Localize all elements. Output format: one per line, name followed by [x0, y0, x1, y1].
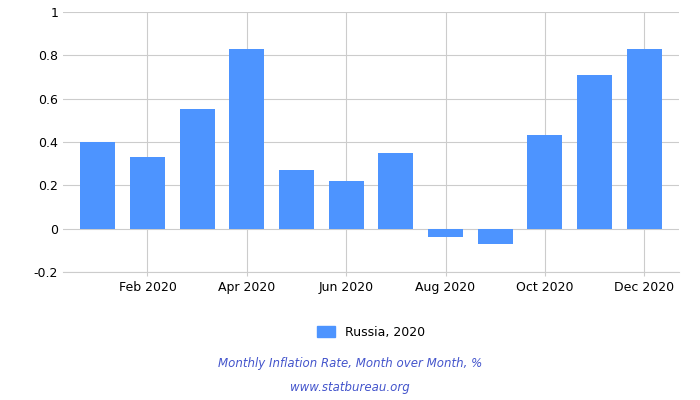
Bar — [379, 153, 413, 229]
Bar — [279, 170, 314, 229]
Bar — [478, 229, 512, 244]
Bar — [329, 181, 363, 229]
Bar — [130, 157, 164, 229]
Bar — [626, 49, 662, 229]
Bar — [230, 49, 264, 229]
Legend: Russia, 2020: Russia, 2020 — [312, 321, 430, 344]
Bar — [80, 142, 116, 229]
Bar — [428, 229, 463, 237]
Bar — [180, 110, 214, 229]
Text: Monthly Inflation Rate, Month over Month, %: Monthly Inflation Rate, Month over Month… — [218, 358, 482, 370]
Text: www.statbureau.org: www.statbureau.org — [290, 382, 410, 394]
Bar — [528, 136, 562, 229]
Bar — [578, 75, 612, 229]
